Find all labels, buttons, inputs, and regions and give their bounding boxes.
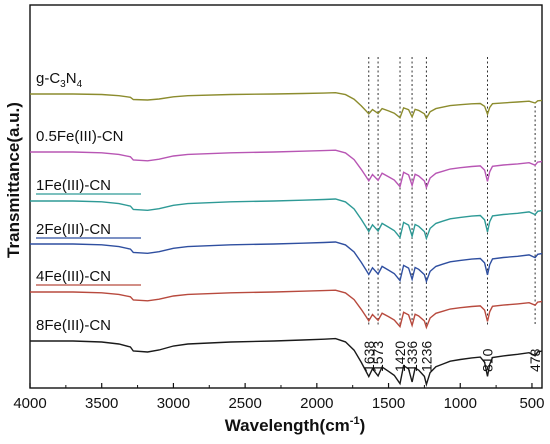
ref-label-810: 810 — [480, 348, 496, 372]
x-tick-label: 4000 — [13, 395, 46, 412]
x-tick-label: 2500 — [228, 395, 261, 412]
series-label-4: 4Fe(III)-CN — [36, 268, 111, 285]
series-lines — [30, 91, 543, 387]
x-tick-label: 1500 — [372, 395, 405, 412]
y-axis-label: Transmittance(a.u.) — [4, 102, 23, 258]
ref-label-1420: 1420 — [392, 341, 408, 372]
x-tick-label: 500 — [519, 395, 544, 412]
series-line-3 — [30, 241, 543, 284]
x-tick-label: 1000 — [444, 395, 477, 412]
plot-frame — [29, 4, 543, 389]
x-tick-label: 3000 — [157, 395, 190, 412]
x-tick-label: 3500 — [85, 395, 118, 412]
ref-label-1573: 1573 — [370, 341, 386, 372]
series-label-1: 0.5Fe(III)-CN — [36, 128, 124, 145]
series-line-4 — [30, 289, 543, 330]
series-label-2: 1Fe(III)-CN — [36, 177, 111, 194]
series-line-0 — [30, 91, 543, 120]
x-axis-label: Wavelength(cm-1) — [225, 415, 365, 435]
reference-lines — [368, 57, 536, 326]
ref-label-1638: 1638 — [361, 341, 377, 372]
series-label-5: 8Fe(III)-CN — [36, 317, 111, 334]
ref-label-478: 478 — [527, 348, 543, 372]
series-labels: g-C3N4 0.5Fe(III)-CN 1Fe(III)-CN 2Fe(III)-C… — [36, 70, 141, 334]
series-line-1 — [30, 149, 543, 190]
x-tick-label: 2000 — [300, 395, 333, 412]
series-label-3: 2Fe(III)-CN — [36, 221, 111, 238]
plot-border — [29, 4, 543, 389]
ref-label-1236: 1236 — [418, 341, 434, 372]
series-label-0: g-C3N4 — [36, 70, 83, 90]
series-line-5 — [30, 337, 543, 387]
x-axis-ticks: 4000 3500 3000 2500 2000 1500 1000 500 — [13, 383, 544, 412]
ref-label-1336: 1336 — [404, 341, 420, 372]
series-line-2 — [30, 198, 543, 241]
